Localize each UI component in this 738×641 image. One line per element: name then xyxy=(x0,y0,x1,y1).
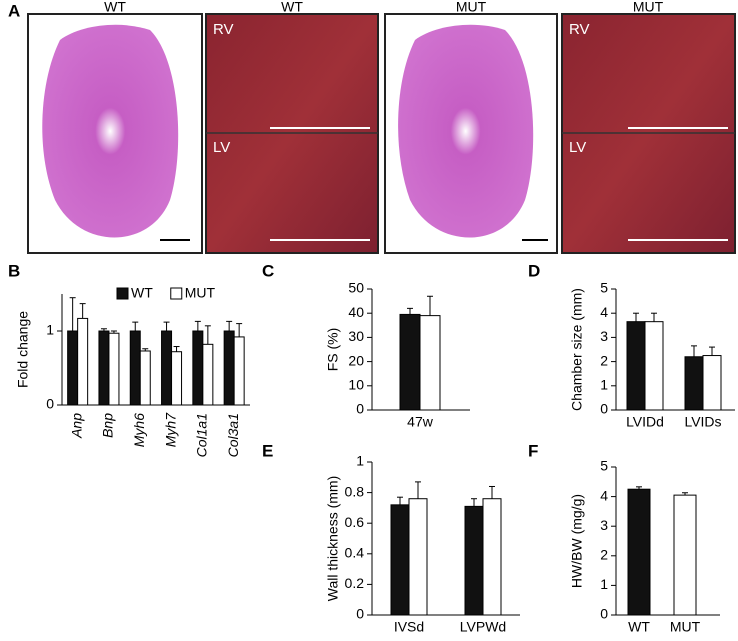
y-tick-label: 5 xyxy=(600,280,608,296)
y-tick-label: 1 xyxy=(600,576,608,592)
image-label: MUT xyxy=(633,0,664,15)
region-label: LV xyxy=(569,139,586,156)
y-tick-label: 0 xyxy=(356,606,364,622)
y-axis-label: Wall thickness (mm) xyxy=(325,476,341,602)
bar xyxy=(98,330,110,406)
x-tick-label: Myh7 xyxy=(162,412,178,447)
y-tick-label: 0.8 xyxy=(345,483,365,499)
y-tick-label: 0.2 xyxy=(345,575,365,591)
bar xyxy=(464,505,484,616)
legend-label: WT xyxy=(131,285,153,301)
x-tick-label: WT xyxy=(628,619,650,635)
y-axis-label: HW/BW (mg/g) xyxy=(569,494,585,588)
x-tick-label: LVIDd xyxy=(626,414,664,430)
x-tick-label: Anp xyxy=(68,413,84,439)
x-tick-label: Myh6 xyxy=(131,413,147,447)
y-tick-label: 3 xyxy=(600,328,608,344)
y-tick-label: 0.6 xyxy=(345,514,365,530)
y-tick-label: 20 xyxy=(348,352,364,368)
bar xyxy=(419,315,441,411)
bar xyxy=(673,494,697,616)
bar xyxy=(684,356,704,411)
panel-letter: D xyxy=(528,261,540,280)
legend-swatch xyxy=(116,287,129,300)
y-tick-label: 2 xyxy=(600,547,608,563)
y-tick-label: 1 xyxy=(356,453,364,469)
y-tick-label: 0 xyxy=(600,606,608,622)
region-label: LV xyxy=(213,139,230,156)
x-tick-label: LVPWd xyxy=(460,619,506,635)
y-tick-label: 5 xyxy=(600,458,608,474)
y-axis-label: FS (%) xyxy=(325,328,341,372)
x-tick-label: MUT xyxy=(670,619,701,635)
bar xyxy=(390,504,410,616)
image-label: WT xyxy=(281,0,303,15)
y-tick-label: 4 xyxy=(600,487,608,503)
bar xyxy=(482,498,502,616)
y-axis-label: Fold change xyxy=(15,311,31,388)
bar xyxy=(161,330,173,406)
y-tick-label: 3 xyxy=(600,517,608,533)
y-tick-label: 40 xyxy=(348,304,364,320)
bar xyxy=(627,488,651,616)
bar xyxy=(202,343,214,406)
y-tick-label: 0.4 xyxy=(345,545,365,561)
y-tick-label: 4 xyxy=(600,304,608,320)
y-tick-label: 1 xyxy=(600,377,608,393)
panel-letter: B xyxy=(8,261,20,280)
bar xyxy=(139,350,151,406)
y-tick-label: 30 xyxy=(348,328,364,344)
bar xyxy=(233,336,245,406)
bar xyxy=(626,321,646,411)
bar xyxy=(67,330,79,406)
x-tick-label: LVIDs xyxy=(684,414,721,430)
bar xyxy=(171,351,183,406)
image-label: MUT xyxy=(456,0,487,15)
y-tick-label: 2 xyxy=(600,352,608,368)
panel-letter: C xyxy=(262,261,274,280)
y-tick-label: 0 xyxy=(356,401,364,417)
y-axis-label: Chamber size (mm) xyxy=(569,288,585,411)
bar xyxy=(192,330,204,406)
bar xyxy=(644,321,664,411)
x-tick-label: 47w xyxy=(407,414,434,430)
bar xyxy=(129,330,141,406)
legend-label: MUT xyxy=(185,285,216,301)
y-tick-label: 0 xyxy=(46,396,54,412)
x-tick-label: Col1a1 xyxy=(194,413,210,457)
bar xyxy=(399,313,421,411)
bar xyxy=(77,317,89,406)
region-label: RV xyxy=(213,21,234,38)
panel-letter: A xyxy=(8,1,20,20)
heart-section xyxy=(42,24,179,238)
y-tick-label: 0 xyxy=(600,401,608,417)
y-tick-label: 1 xyxy=(46,322,54,338)
heart-section xyxy=(398,24,534,238)
image-label: WT xyxy=(104,0,126,15)
panel-letter: F xyxy=(528,441,538,460)
x-tick-label: IVSd xyxy=(394,619,424,635)
x-tick-label: Col3a1 xyxy=(225,413,241,457)
bar xyxy=(108,332,120,406)
legend-swatch xyxy=(170,287,183,300)
bar xyxy=(702,355,722,411)
bar xyxy=(408,498,428,616)
y-tick-label: 50 xyxy=(348,280,364,296)
x-tick-label: Bnp xyxy=(100,413,116,438)
panel-letter: E xyxy=(262,441,273,460)
y-tick-label: 10 xyxy=(348,377,364,393)
bar xyxy=(223,330,235,406)
region-label: RV xyxy=(569,21,590,38)
